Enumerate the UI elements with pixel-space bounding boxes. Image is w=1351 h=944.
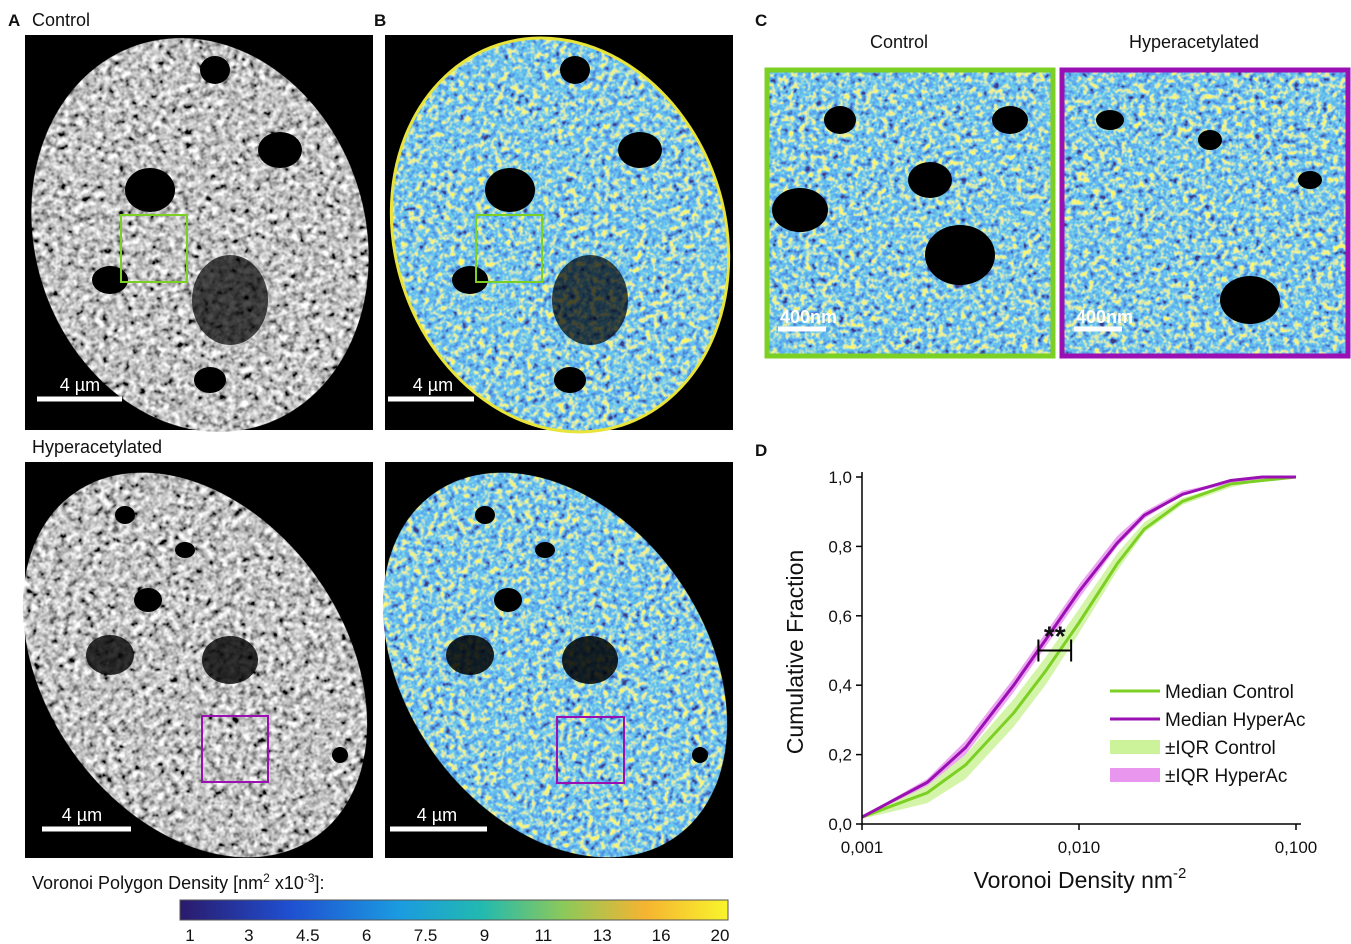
- y-tick-label: 0,8: [828, 537, 852, 556]
- scale-bar-label: 4 µm: [417, 805, 457, 825]
- scale-bar-label: 400nm: [780, 307, 837, 327]
- x-tick-label: 0,010: [1058, 838, 1101, 857]
- x-axis-label-sup: -2: [1173, 865, 1186, 882]
- row-label: Hyperacetylated: [32, 437, 162, 457]
- legend-swatch: [1110, 740, 1160, 754]
- colorbar-tick-label: 4.5: [296, 926, 320, 944]
- image-control-density: 4 µm: [341, 0, 778, 476]
- image-control-gray: 4 µm: [0, 0, 419, 476]
- panel-label: D: [755, 441, 767, 460]
- image-hyperac-gray: 4 µm: [0, 407, 438, 923]
- colorbar-label-part: Voronoi Polygon Density [nm: [32, 873, 263, 893]
- zoom-title: Hyperacetylated: [1129, 32, 1259, 52]
- legend-label: Median HyperAc: [1165, 710, 1305, 731]
- colorbar-tick-label: 1: [185, 926, 194, 944]
- scale-bar-label: 4 µm: [62, 805, 102, 825]
- colorbar-tick-label: 11: [535, 926, 553, 944]
- legend-swatch: [1110, 768, 1160, 782]
- colorbar-tick-label: 3: [244, 926, 253, 944]
- y-tick-label: 0,0: [828, 815, 852, 834]
- x-axis-label: Voronoi Density nm-2: [974, 865, 1187, 893]
- colorbar-tick-label: 20: [711, 926, 730, 944]
- legend-label: ±IQR HyperAc: [1165, 766, 1287, 787]
- row-label: Control: [32, 10, 90, 30]
- y-tick-label: 1,0: [828, 468, 852, 487]
- panel-label: C: [755, 11, 767, 30]
- colorbar-tick-label: 13: [593, 926, 612, 944]
- y-tick-label: 0,2: [828, 746, 852, 765]
- panel-label: B: [374, 11, 386, 30]
- x-tick-label: 0,100: [1275, 838, 1318, 857]
- scale-bar-label: 400nm: [1076, 307, 1133, 327]
- colorbar-tick-label: 16: [652, 926, 671, 944]
- colorbar-label-sup: -3: [304, 871, 315, 885]
- colorbar-tick-label: 9: [480, 926, 489, 944]
- y-axis-label: Cumulative Fraction: [782, 550, 808, 755]
- colorbar-tick-label: 6: [362, 926, 371, 944]
- x-axis-label-text: Voronoi Density nm: [974, 867, 1173, 893]
- panel-label: A: [8, 11, 20, 30]
- figure: A Control B C Hyperacetylated D 4 µm 4 µ…: [0, 0, 1351, 944]
- y-tick-label: 0,6: [828, 607, 852, 626]
- legend-label: ±IQR Control: [1165, 738, 1276, 759]
- page: {"figure": { "panels": {"a": "A", "b": "…: [0, 0, 1351, 944]
- y-tick-label: 0,4: [828, 676, 852, 695]
- image-hyperac-density: 4 µm: [312, 407, 799, 923]
- colorbar-label-part: ]:: [315, 873, 325, 893]
- zoom-hyperac: 400nm: [1062, 70, 1348, 356]
- colorbar-tick-label: 7.5: [414, 926, 438, 944]
- colorbar-label-part: x10: [270, 873, 304, 893]
- x-tick-label: 0,001: [841, 838, 884, 857]
- cumulative-chart: 0,0 0,2 0,4 0,6 0,8 1,0 0,001 0,010 0,100 Cumulat…: [782, 468, 1317, 893]
- scale-bar-label: 4 µm: [413, 375, 453, 395]
- zoom-title: Control: [870, 32, 928, 52]
- colorbar-label: Voronoi Polygon Density [nm2 x10-3]:: [32, 871, 325, 893]
- significance-label: **: [1044, 621, 1066, 652]
- zoom-control: 400nm: [767, 70, 1053, 356]
- scale-bar-label: 4 µm: [60, 375, 100, 395]
- colorbar: [180, 900, 728, 920]
- legend-label: Median Control: [1165, 682, 1294, 703]
